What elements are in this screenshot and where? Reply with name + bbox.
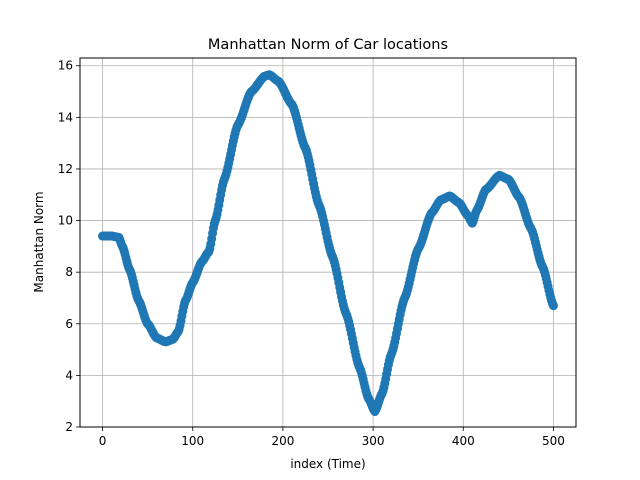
y-axis-label: Manhattan Norm [32,191,46,292]
plot-frame [79,57,577,428]
x-tick-label: 0 [99,434,107,448]
y-tick-label: 4 [65,368,73,382]
x-axis-ticks: 0 100 200 300 400 500 [99,427,565,448]
x-tick-label: 200 [271,434,294,448]
y-tick-label: 10 [58,214,73,228]
x-tick-label: 100 [181,434,204,448]
data-points [98,70,558,417]
x-tick-label: 400 [452,434,475,448]
x-axis-label: index (Time) [290,457,365,471]
data-point [548,301,558,311]
y-tick-label: 14 [58,110,73,124]
y-tick-label: 12 [58,162,73,176]
y-tick-label: 6 [65,317,73,331]
y-tick-label: 2 [65,420,73,434]
chart-title: Manhattan Norm of Car locations [208,37,448,53]
x-tick-label: 300 [362,434,385,448]
y-tick-label: 16 [58,59,73,73]
y-tick-label: 8 [65,265,73,279]
x-tick-label: 500 [542,434,565,448]
y-axis-ticks: 2 4 6 8 10 12 14 16 [58,59,80,434]
